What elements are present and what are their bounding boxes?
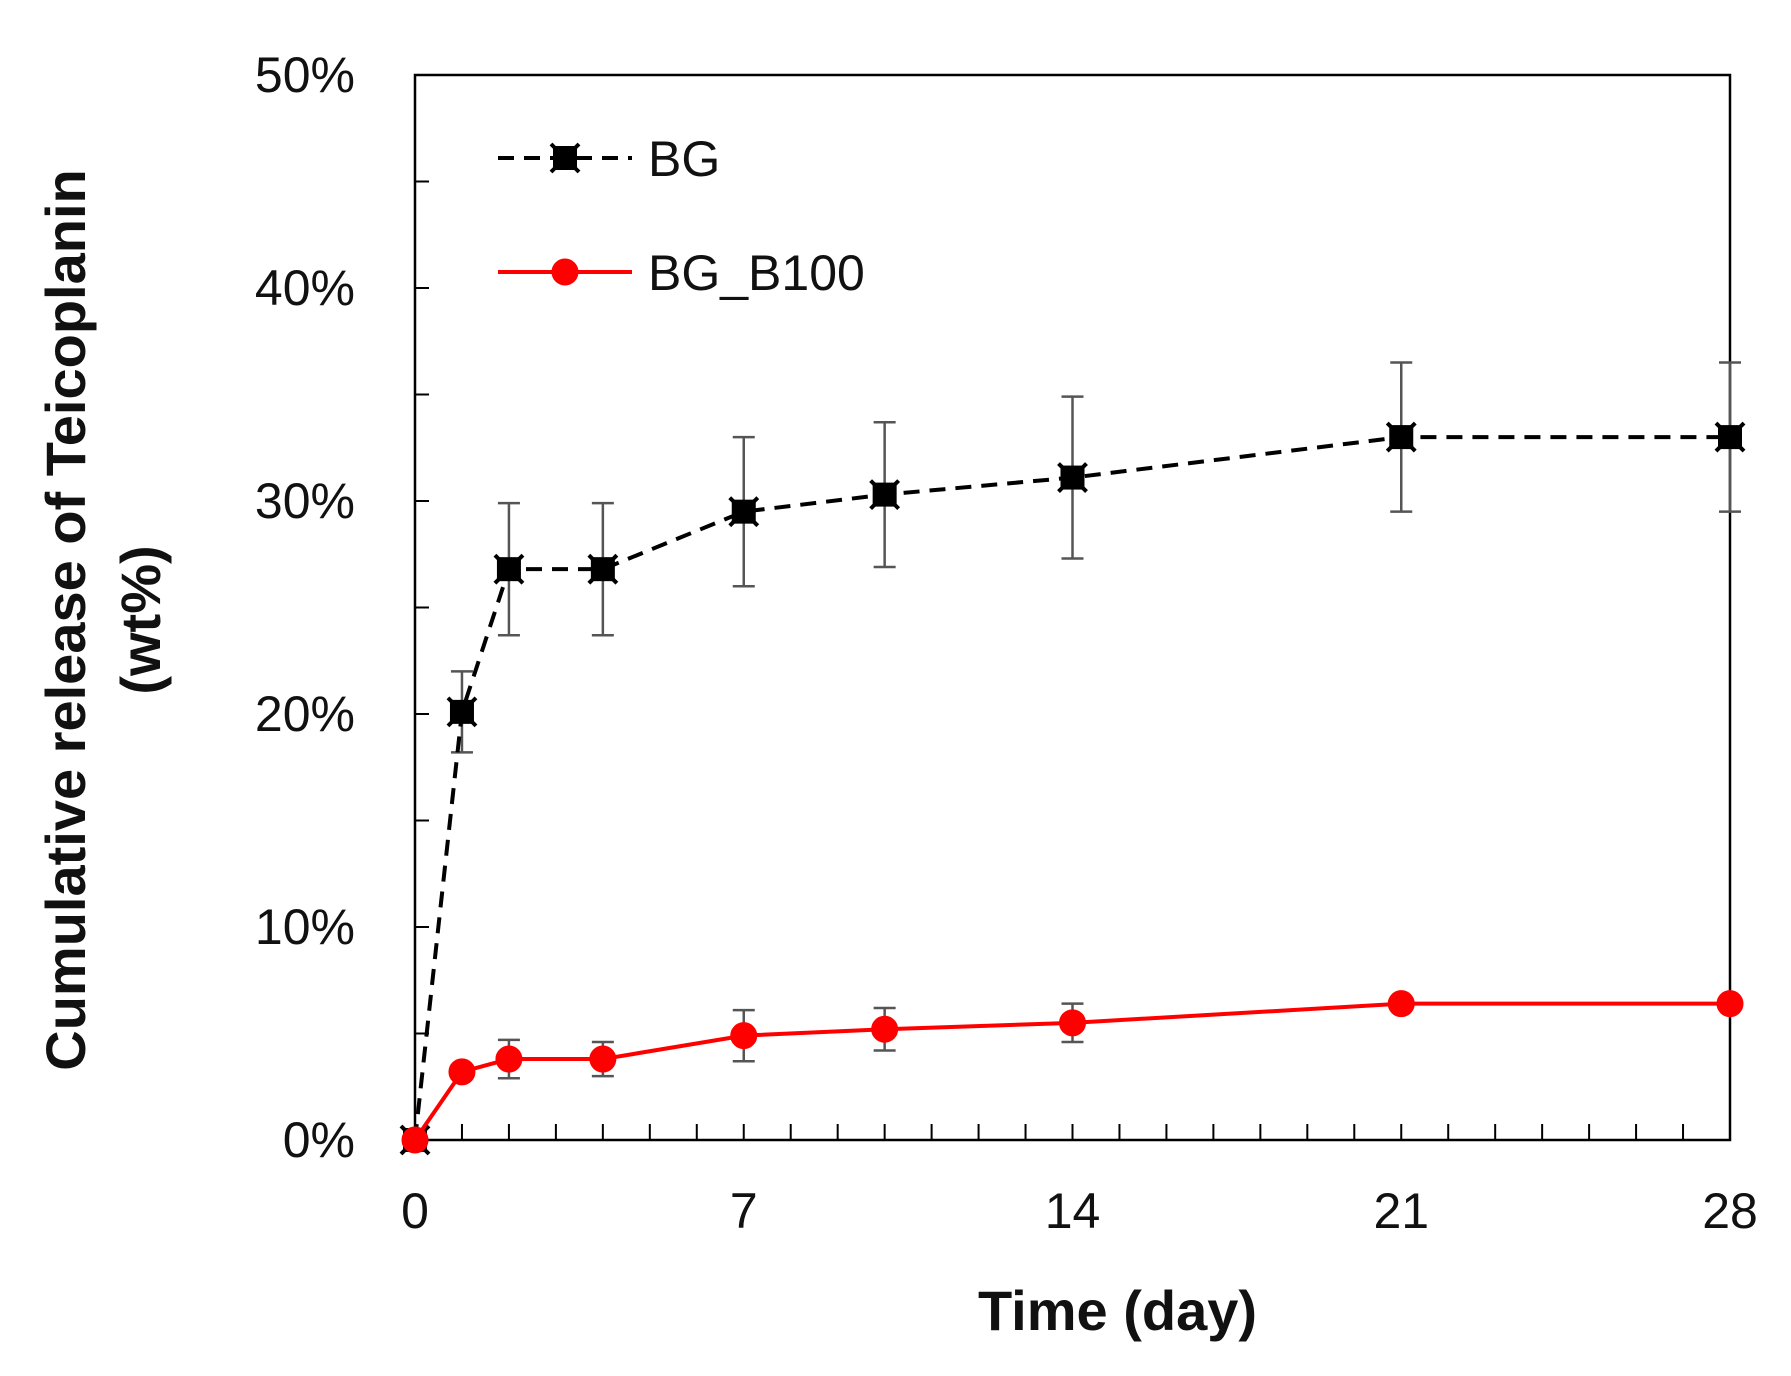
marker-x-stroke (1385, 421, 1417, 453)
data-point (871, 1015, 899, 1043)
y-tick-label: 10% (255, 899, 355, 955)
data-point (1057, 462, 1088, 493)
marker-x-stroke (493, 553, 525, 585)
y-tick-label: 50% (255, 47, 355, 103)
x-axis-title: Time (day) (978, 1279, 1257, 1342)
error-bars (450, 996, 1741, 1080)
data-point (448, 1058, 476, 1086)
legend-marker (549, 142, 581, 174)
series-bg (399, 361, 1746, 1156)
marker-x-stroke (587, 553, 619, 585)
y-axis-title: Cumulative release of Teicoplanin (34, 169, 97, 1070)
axis-labels-layer: 0 7 14 21 28 0% 10% 20% 30% 40% 50% Time (day) Cumul… (34, 47, 1758, 1342)
data-point (1385, 421, 1417, 453)
data-point (1387, 990, 1415, 1018)
data-point (589, 1045, 617, 1073)
marker-x-stroke (1057, 462, 1088, 493)
x-tick-label: 21 (1373, 1183, 1429, 1239)
data-point (401, 1126, 429, 1154)
y-tick-label: 0% (283, 1112, 355, 1168)
y-tick-label: 40% (255, 260, 355, 316)
legend-label: BG (648, 131, 720, 187)
legend-marker (551, 258, 579, 286)
data-point (1714, 421, 1746, 453)
legend: BG BG_B100 (498, 131, 865, 301)
series-bg-b100 (401, 990, 1744, 1154)
data-point (587, 553, 619, 585)
marker-x-stroke (1714, 421, 1746, 453)
data-point (869, 479, 901, 511)
data-point (1059, 1009, 1086, 1037)
marker-x-stroke (549, 142, 581, 174)
series-layer (399, 361, 1746, 1156)
data-point (1716, 990, 1744, 1018)
axes-layer (413, 73, 1732, 1142)
legend-label: BG_B100 (648, 245, 865, 301)
data-point (446, 696, 478, 728)
data-point (730, 1022, 758, 1050)
y-tick-label: 20% (255, 686, 355, 742)
data-point (495, 1045, 523, 1073)
x-tick-label: 28 (1702, 1183, 1758, 1239)
x-tick-label: 14 (1045, 1183, 1101, 1239)
x-tick-label: 7 (730, 1183, 758, 1239)
marker-x-stroke (869, 479, 901, 511)
marker-x-stroke (728, 496, 760, 528)
x-tick-label: 0 (401, 1183, 429, 1239)
legend-item: BG (498, 131, 720, 187)
series-line (413, 435, 1730, 1141)
y-axis-title-unit: (wt%) (109, 545, 172, 694)
legend-item: BG_B100 (498, 245, 865, 301)
error-bars (450, 361, 1741, 754)
plot-frame (413, 73, 1732, 1142)
marker-x-stroke (446, 696, 478, 728)
data-point (728, 496, 760, 528)
y-tick-label: 30% (255, 473, 355, 529)
data-point (493, 553, 525, 585)
